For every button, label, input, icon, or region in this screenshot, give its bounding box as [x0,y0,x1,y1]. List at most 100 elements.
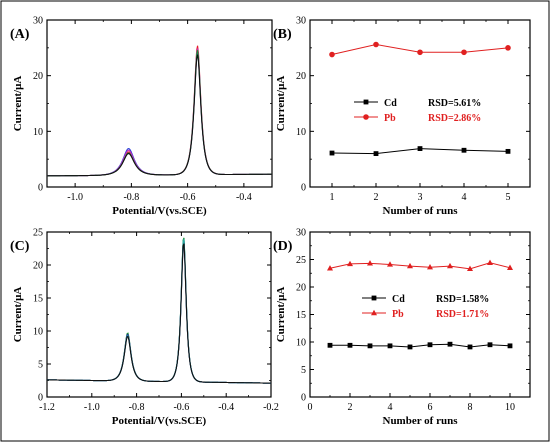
x-tick-label: -0.8 [123,192,139,203]
point-pb [329,51,335,58]
y-tick-label: 0 [301,183,306,194]
plot-area [47,237,271,384]
y-axis-label: Current/μA [275,76,287,132]
legend-rsd-cd: RSD=5.61% [428,98,481,109]
y-tick-label: 0 [38,183,43,194]
y-tick-label: 25 [296,255,306,266]
y-tick-label: 20 [33,261,43,272]
x-axis-label: Potential/V(vs.SCE) [112,205,207,217]
x-tick-label: -1.0 [84,402,100,413]
point-cd [467,344,473,350]
point-pb [487,259,493,265]
point-cd [487,342,493,348]
y-axis-label: Current/μA [275,287,287,343]
x-tick-label: -0.4 [218,402,234,413]
legend-marker-cd [363,99,369,105]
plot-area [47,45,272,177]
y-tick-label: 5 [38,360,43,371]
x-tick-label: -0.4 [236,192,252,203]
point-cd [507,343,513,349]
legend-label-pb: Pb [392,309,404,320]
point-pb [387,261,393,267]
point-cd [373,151,379,156]
x-tick-label: 10 [505,402,515,413]
x-tick-label: 2 [374,192,379,203]
point-pb [461,49,467,56]
y-tick-label: 0 [301,393,306,404]
point-cd [367,343,373,349]
point-cd [387,343,393,349]
legend-rsd-pb: RSD=1.71% [436,309,489,320]
legend-marker-pb [371,309,377,316]
x-axis-label: Potential/V(vs.SCE) [112,415,207,427]
trace-line [47,243,271,384]
point-cd [327,342,333,348]
y-tick-label: 30 [296,228,306,239]
panel-label: (C) [10,239,30,254]
y-tick-label: 5 [301,365,306,376]
y-axis-label: Current/μA [12,76,24,132]
y-tick-label: 15 [296,310,306,321]
panel-label: (B) [273,27,292,42]
x-tick-label: 4 [388,402,393,413]
point-pb [407,262,413,269]
point-pb [327,265,333,271]
legend-rsd-cd: RSD=1.58% [436,294,489,305]
x-tick-label: 8 [468,402,473,413]
panel-label: (D) [273,239,293,254]
point-pb [417,49,423,56]
point-pb [373,41,379,48]
x-tick-label: 1 [330,192,335,203]
point-pb [347,260,353,267]
legend-label-pb: Pb [384,113,396,124]
panel-d: 0 5 10 15 20 25 30 0 2 4 6 8 10 Number of runs Current… [273,228,531,427]
point-cd [427,342,433,348]
series-line-pb [329,262,511,270]
x-tick-label: -1.0 [67,192,83,203]
point-cd [505,148,511,154]
point-pb [447,262,453,269]
plot-area [329,262,511,348]
legend-label-cd: Cd [392,294,405,305]
x-tick-label: 6 [428,402,433,413]
point-pb [467,265,473,272]
y-tick-label: 10 [296,338,306,349]
y-tick-label: 30 [296,16,306,27]
x-tick-label: -0.2 [263,402,279,413]
point-pb [505,45,511,51]
x-tick-label: -0.6 [180,192,196,203]
panel-label: (A) [10,27,30,42]
legend-label-cd: Cd [384,98,397,109]
y-tick-label: 0 [38,393,43,404]
y-tick-label: 10 [296,127,306,138]
point-cd [447,341,453,347]
point-pb [507,264,513,270]
y-tick-label: 10 [33,127,43,138]
series-line-cd [330,343,511,348]
point-cd [347,342,353,348]
y-tick-label: 20 [33,71,43,82]
y-axis-label: Current/μA [12,287,24,343]
x-tick-label: -0.6 [173,402,189,413]
x-tick-label: 4 [462,192,467,203]
y-tick-label: 10 [33,327,43,338]
panel-c: 0 5 10 15 20 25 -1.2 -1.0 -0.8 -0.6 -0.4 -0.2 Potent… [10,228,279,428]
panel-a: 0 10 20 30 -1.0 -0.8 -0.6 -0.4 Potential/V(vs.SC… [10,16,273,217]
trace-line [47,54,272,177]
point-cd [329,150,335,156]
legend-rsd-pb: RSD=2.86% [428,113,481,124]
x-axis-label: Number of runs [383,415,459,427]
x-tick-label: -1.2 [39,402,55,413]
panel-b: 0 10 20 30 1 2 3 4 5 Number of runs Current/μA (B) C… [273,16,531,217]
y-tick-label: 15 [33,294,43,305]
y-tick-label: 25 [33,228,43,239]
point-pb [427,264,433,270]
y-tick-label: 20 [296,283,306,294]
point-cd [407,344,413,350]
point-cd [461,147,467,153]
x-axis-label: Number of runs [383,205,459,217]
point-cd [417,146,423,151]
